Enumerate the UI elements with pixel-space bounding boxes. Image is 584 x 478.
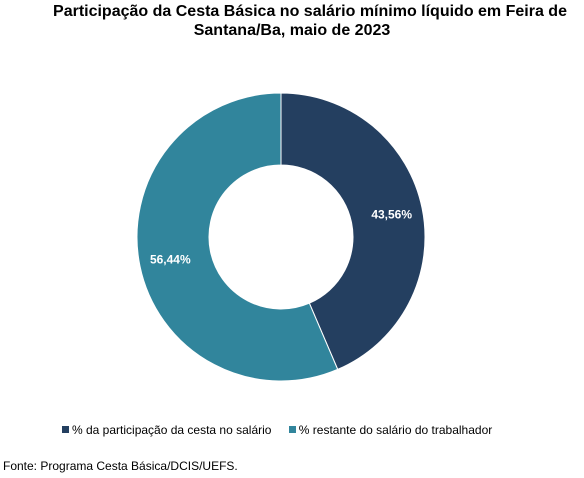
data-label-restante: 56,44% [150, 253, 191, 267]
chart-title-line-2: Santana/Ba, maio de 2023 [193, 22, 391, 39]
chart-title-line-1: Participação da Cesta Básica no salário … [53, 3, 567, 20]
legend: % da participação da cesta no salário % … [62, 423, 506, 437]
donut-slices [136, 92, 426, 382]
data-labels: 43,56% 56,44% [150, 207, 412, 266]
legend-label-restante: % restante do salário do trabalhador [298, 423, 493, 437]
source-note: Fonte: Programa Cesta Básica/DCIS/UEFS. [3, 459, 238, 473]
legend-item-cesta: % da participação da cesta no salário [62, 423, 271, 437]
data-label-cesta: 43,56% [371, 207, 412, 221]
legend-swatch-restante [288, 426, 296, 433]
legend-swatch-cesta [62, 426, 69, 433]
donut-slice-restante [136, 92, 339, 382]
legend-item-restante: % restante do salário do trabalhador [288, 423, 493, 437]
legend-label-cesta: % da participação da cesta no salário [72, 423, 272, 437]
donut-slice-cesta [280, 92, 426, 371]
chart-title: Participação da Cesta Básica no salário … [0, 2, 584, 40]
